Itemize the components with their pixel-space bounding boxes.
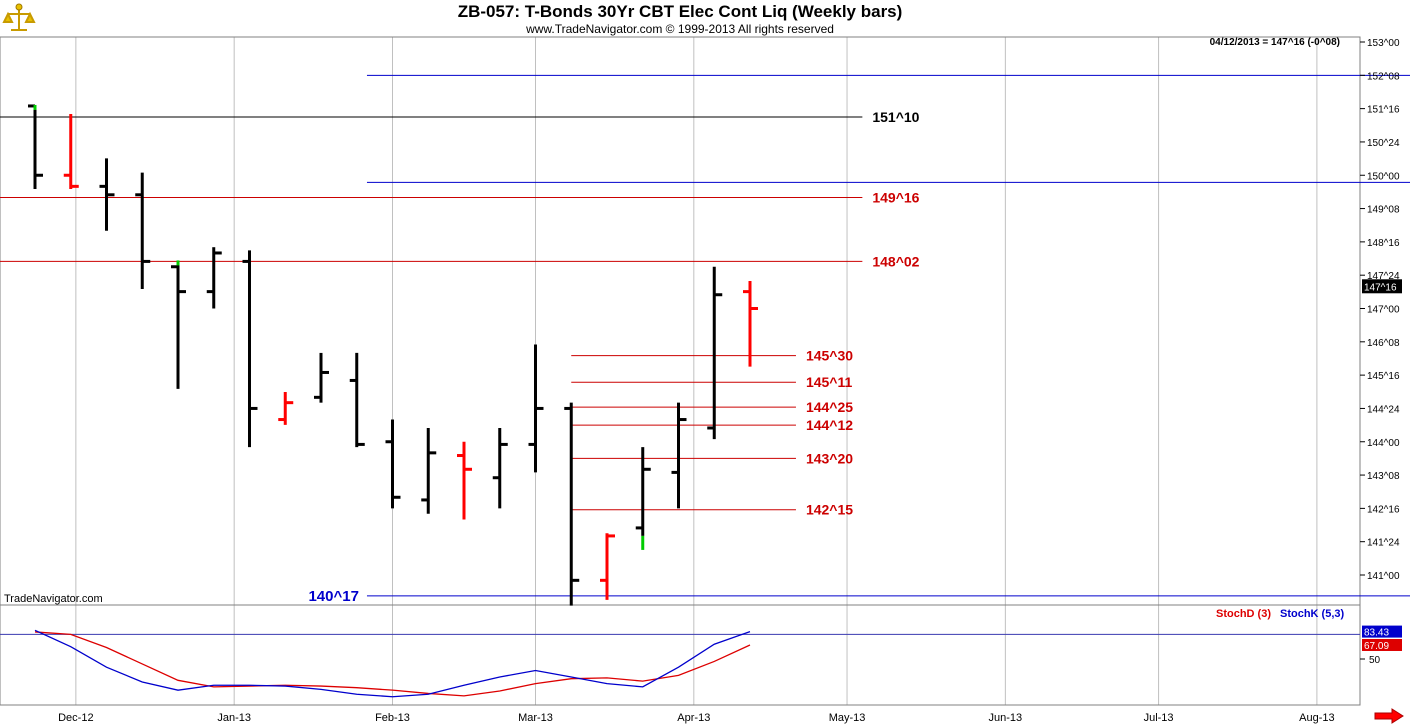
y-tick-label: 153^00 — [1367, 38, 1400, 49]
y-tick-label: 150^24 — [1367, 138, 1400, 149]
price-pane-border — [0, 36, 1361, 606]
y-tick-label: 148^16 — [1367, 238, 1400, 249]
y-tick-label: 144^00 — [1367, 438, 1400, 449]
x-tick-label: Jun-13 — [989, 712, 1023, 724]
level-label: 151^10 — [872, 109, 919, 125]
level-label: 145^30 — [806, 348, 853, 364]
y-tick-label: 142^16 — [1367, 504, 1400, 515]
bars-layer — [28, 104, 758, 606]
ohlc-bar — [385, 419, 401, 509]
ohlc-bar — [457, 441, 472, 520]
ohlc-bar — [528, 344, 544, 473]
levels-layer: 152^08151^10149^27149^16148^02145^30145^… — [0, 74, 1410, 605]
stochk-value-label: 83.43 — [1364, 628, 1389, 639]
x-tick-label: May-13 — [829, 712, 866, 724]
ohlc-bar — [242, 250, 258, 448]
ohlc-bar — [421, 427, 437, 514]
x-tick-label: Aug-13 — [1299, 712, 1334, 724]
x-tick-label: Feb-13 — [375, 712, 410, 724]
stochk-value-box — [1362, 625, 1402, 638]
stochd-value-box — [1362, 638, 1402, 651]
y-tick-label: 141^24 — [1367, 538, 1400, 549]
y-tick-label: 141^00 — [1367, 571, 1400, 582]
x-tick-label: Dec-12 — [58, 712, 93, 724]
stochk-legend[interactable]: StochK (5,3) — [1280, 608, 1345, 620]
x-tick-label: Apr-13 — [677, 712, 710, 724]
trade-navigator-logo-icon — [2, 2, 36, 34]
level-label: 149^16 — [872, 189, 919, 205]
last-price-label: 147^16 — [1364, 282, 1397, 293]
ohlc-bar — [314, 352, 329, 403]
last-price-status: 04/12/2013 = 147^16 (-0^08) — [1209, 37, 1340, 48]
stochd-legend[interactable]: StochD (3) — [1216, 608, 1271, 620]
chart-subtitle: www.TradeNavigator.com © 1999-2013 All r… — [526, 22, 834, 36]
price-axis: 153^00 152^08 151^16 150^24 150^00 149^08 148^… — [1360, 38, 1402, 582]
y-tick-label: 147^00 — [1367, 305, 1400, 316]
grid-layer — [75, 37, 1318, 705]
y-tick-label: 147^24 — [1367, 271, 1400, 282]
ohlc-bar — [671, 402, 687, 509]
level-label: 144^25 — [806, 399, 853, 415]
y-tick-label: 146^08 — [1367, 338, 1400, 349]
x-tick-label: Jan-13 — [217, 712, 251, 724]
chart-title: ZB-057: T-Bonds 30Yr CBT Elec Cont Liq (… — [457, 2, 903, 21]
stoch-series-line — [34, 629, 751, 698]
last-price-box — [1362, 279, 1402, 294]
level-label: 142^15 — [806, 502, 853, 518]
y-tick-label: 143^08 — [1367, 471, 1400, 482]
y-tick-label: 50 — [1369, 655, 1381, 666]
y-tick-label: 152^08 — [1367, 71, 1400, 82]
y-tick-label: 149^08 — [1367, 205, 1400, 216]
ohlc-bar — [349, 352, 365, 448]
ohlc-bar — [492, 427, 508, 509]
x-tick-label: Mar-13 — [518, 712, 553, 724]
ohlc-bar — [564, 402, 580, 606]
ohlc-bar — [743, 280, 758, 367]
x-tick-label: Jul-13 — [1144, 712, 1174, 724]
stochd-value-label: 67.09 — [1364, 641, 1389, 652]
level-label: 148^02 — [872, 253, 919, 269]
ohlc-bar — [278, 392, 294, 425]
ohlc-bar — [635, 447, 651, 536]
level-label: 145^11 — [806, 374, 853, 390]
level-label: 144^12 — [806, 417, 853, 433]
ohlc-bar — [28, 104, 43, 190]
level-label: 140^17 — [308, 588, 358, 605]
ohlc-bar — [171, 261, 186, 389]
y-tick-label: 144^24 — [1367, 404, 1400, 415]
ohlc-bar — [206, 247, 222, 309]
date-axis: Dec-12 Jan-13 Feb-13 Mar-13 Apr-13 May-13 Jun-… — [58, 712, 1335, 724]
y-tick-label: 150^00 — [1367, 171, 1400, 182]
ohlc-bar — [600, 533, 615, 600]
y-tick-label: 151^16 — [1367, 105, 1400, 116]
ohlc-bar — [135, 172, 151, 289]
y-tick-label: 145^16 — [1367, 371, 1400, 382]
ohlc-bar — [707, 266, 723, 440]
ohlc-bar — [99, 158, 115, 231]
scroll-right-arrow-icon[interactable] — [1374, 708, 1404, 724]
stoch-series-line — [34, 631, 751, 697]
level-label: 143^20 — [806, 450, 853, 466]
ohlc-bar — [63, 113, 79, 190]
watermark: TradeNavigator.com — [4, 593, 103, 605]
indicator-pane-border — [0, 604, 1361, 706]
stochastic-pane: 50 83.43 67.09 — [0, 625, 1402, 698]
